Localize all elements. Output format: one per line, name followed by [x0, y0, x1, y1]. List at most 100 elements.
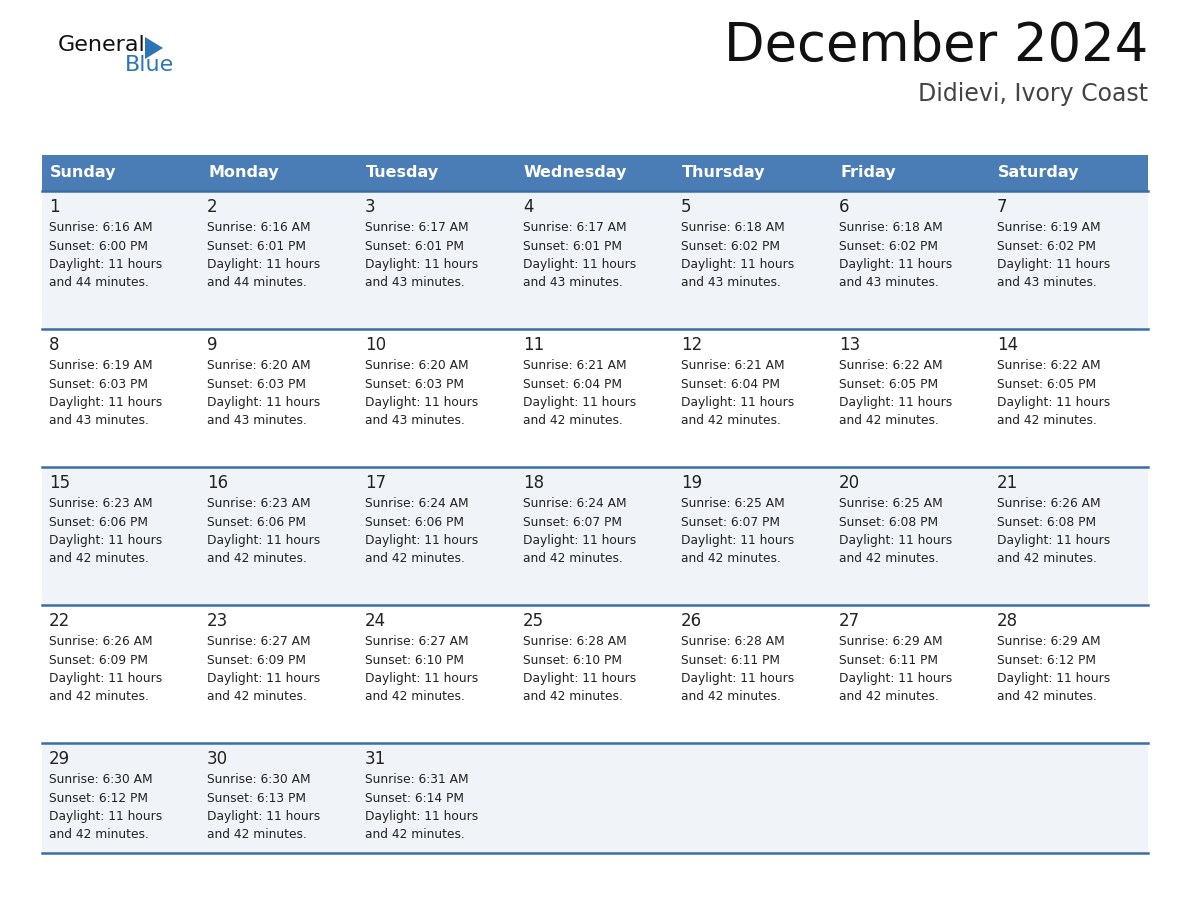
Text: Daylight: 11 hours: Daylight: 11 hours	[49, 396, 163, 409]
Text: Sunset: 6:11 PM: Sunset: 6:11 PM	[681, 654, 781, 666]
Text: Sunset: 6:01 PM: Sunset: 6:01 PM	[207, 240, 307, 252]
Text: Sunrise: 6:22 AM: Sunrise: 6:22 AM	[839, 359, 942, 372]
Text: 29: 29	[49, 750, 70, 768]
Text: 2: 2	[207, 198, 217, 216]
Bar	[516, 605, 674, 743]
Bar	[832, 605, 990, 743]
Text: Sunset: 6:01 PM: Sunset: 6:01 PM	[523, 240, 623, 252]
Bar	[42, 329, 200, 467]
Text: Tuesday: Tuesday	[366, 165, 440, 181]
Text: Daylight: 11 hours: Daylight: 11 hours	[681, 672, 795, 685]
Bar	[674, 155, 832, 191]
Bar	[358, 191, 516, 329]
Text: Sunset: 6:04 PM: Sunset: 6:04 PM	[681, 377, 781, 390]
Text: and 44 minutes.: and 44 minutes.	[49, 276, 148, 289]
Text: and 42 minutes.: and 42 minutes.	[207, 690, 307, 703]
Text: 17: 17	[365, 474, 386, 492]
Text: 25: 25	[523, 612, 544, 630]
Text: General: General	[58, 35, 146, 55]
Bar	[832, 329, 990, 467]
Text: 23: 23	[207, 612, 228, 630]
Text: 31: 31	[365, 750, 386, 768]
Text: Sunrise: 6:17 AM: Sunrise: 6:17 AM	[365, 221, 468, 234]
Text: and 43 minutes.: and 43 minutes.	[681, 276, 781, 289]
Text: Sunset: 6:03 PM: Sunset: 6:03 PM	[49, 377, 148, 390]
Text: Daylight: 11 hours: Daylight: 11 hours	[207, 534, 321, 547]
Text: and 42 minutes.: and 42 minutes.	[839, 690, 939, 703]
Bar	[42, 743, 200, 853]
Text: and 42 minutes.: and 42 minutes.	[207, 553, 307, 565]
Text: Daylight: 11 hours: Daylight: 11 hours	[523, 672, 637, 685]
Text: Sunset: 6:08 PM: Sunset: 6:08 PM	[997, 516, 1097, 529]
Text: Daylight: 11 hours: Daylight: 11 hours	[365, 396, 479, 409]
Text: Monday: Monday	[208, 165, 279, 181]
Text: Sunset: 6:03 PM: Sunset: 6:03 PM	[365, 377, 465, 390]
Text: 7: 7	[997, 198, 1007, 216]
Text: Didievi, Ivory Coast: Didievi, Ivory Coast	[918, 82, 1148, 106]
Bar	[358, 467, 516, 605]
Text: Sunrise: 6:21 AM: Sunrise: 6:21 AM	[681, 359, 784, 372]
Bar	[200, 155, 358, 191]
Bar	[832, 191, 990, 329]
Text: and 42 minutes.: and 42 minutes.	[839, 553, 939, 565]
Text: 30: 30	[207, 750, 228, 768]
Text: and 42 minutes.: and 42 minutes.	[681, 690, 781, 703]
Bar	[674, 191, 832, 329]
Text: Sunset: 6:09 PM: Sunset: 6:09 PM	[207, 654, 307, 666]
Text: and 42 minutes.: and 42 minutes.	[997, 553, 1097, 565]
Text: Sunrise: 6:29 AM: Sunrise: 6:29 AM	[839, 635, 942, 648]
Text: Saturday: Saturday	[998, 165, 1080, 181]
Text: 6: 6	[839, 198, 849, 216]
Text: Sunday: Sunday	[50, 165, 116, 181]
Text: Sunset: 6:11 PM: Sunset: 6:11 PM	[839, 654, 939, 666]
Text: Sunset: 6:08 PM: Sunset: 6:08 PM	[839, 516, 939, 529]
Bar	[674, 329, 832, 467]
Text: Daylight: 11 hours: Daylight: 11 hours	[839, 672, 953, 685]
Text: 22: 22	[49, 612, 70, 630]
Bar	[516, 743, 674, 853]
Text: and 43 minutes.: and 43 minutes.	[365, 276, 465, 289]
Text: Sunset: 6:03 PM: Sunset: 6:03 PM	[207, 377, 307, 390]
Text: and 43 minutes.: and 43 minutes.	[207, 415, 307, 428]
Text: Sunset: 6:10 PM: Sunset: 6:10 PM	[523, 654, 623, 666]
Text: Sunrise: 6:18 AM: Sunrise: 6:18 AM	[839, 221, 943, 234]
Text: 9: 9	[207, 336, 217, 354]
Bar	[990, 743, 1148, 853]
Text: Sunrise: 6:29 AM: Sunrise: 6:29 AM	[997, 635, 1100, 648]
Bar	[42, 467, 200, 605]
Text: 24: 24	[365, 612, 386, 630]
Text: Daylight: 11 hours: Daylight: 11 hours	[997, 534, 1111, 547]
Bar	[674, 467, 832, 605]
Bar	[990, 467, 1148, 605]
Bar	[516, 467, 674, 605]
Text: Sunrise: 6:17 AM: Sunrise: 6:17 AM	[523, 221, 626, 234]
Text: Sunset: 6:09 PM: Sunset: 6:09 PM	[49, 654, 148, 666]
Text: Thursday: Thursday	[682, 165, 765, 181]
Text: 13: 13	[839, 336, 860, 354]
Text: Sunset: 6:06 PM: Sunset: 6:06 PM	[49, 516, 148, 529]
Text: Sunset: 6:02 PM: Sunset: 6:02 PM	[997, 240, 1097, 252]
Text: Daylight: 11 hours: Daylight: 11 hours	[207, 258, 321, 271]
Bar	[516, 191, 674, 329]
Text: Daylight: 11 hours: Daylight: 11 hours	[523, 534, 637, 547]
Bar	[200, 191, 358, 329]
Text: Daylight: 11 hours: Daylight: 11 hours	[365, 672, 479, 685]
Text: Daylight: 11 hours: Daylight: 11 hours	[207, 810, 321, 823]
Text: 8: 8	[49, 336, 59, 354]
Text: Sunset: 6:05 PM: Sunset: 6:05 PM	[997, 377, 1097, 390]
Text: and 42 minutes.: and 42 minutes.	[997, 415, 1097, 428]
Text: 28: 28	[997, 612, 1018, 630]
Bar	[516, 155, 674, 191]
Text: 26: 26	[681, 612, 702, 630]
Text: Sunrise: 6:20 AM: Sunrise: 6:20 AM	[207, 359, 310, 372]
Text: Sunset: 6:10 PM: Sunset: 6:10 PM	[365, 654, 465, 666]
Text: 27: 27	[839, 612, 860, 630]
Text: Daylight: 11 hours: Daylight: 11 hours	[365, 258, 479, 271]
Text: 10: 10	[365, 336, 386, 354]
Text: Daylight: 11 hours: Daylight: 11 hours	[681, 258, 795, 271]
Text: Daylight: 11 hours: Daylight: 11 hours	[49, 534, 163, 547]
Text: Daylight: 11 hours: Daylight: 11 hours	[523, 258, 637, 271]
Polygon shape	[145, 37, 163, 59]
Text: Daylight: 11 hours: Daylight: 11 hours	[839, 396, 953, 409]
Text: Daylight: 11 hours: Daylight: 11 hours	[839, 258, 953, 271]
